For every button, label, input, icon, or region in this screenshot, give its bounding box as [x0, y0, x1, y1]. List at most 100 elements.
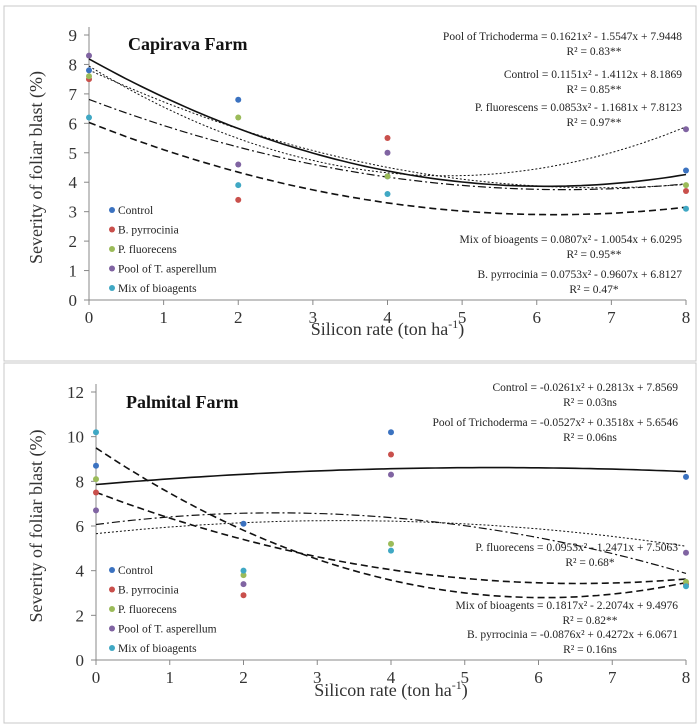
legend-label: Pool of T. asperellum — [118, 624, 217, 636]
data-point — [388, 540, 394, 547]
legend-marker — [109, 226, 115, 233]
trendline-4 — [95, 512, 687, 574]
trendline-2 — [95, 491, 687, 585]
x-tick-label: 4 — [383, 308, 392, 327]
y-tick-label: 3 — [69, 203, 78, 222]
legend-label: Pool of T. asperellum — [118, 264, 217, 276]
chart-panel-0: 0 1 2 3 4 5 6 7 8 0 1 2 3 4 5 6 7 8 9 Severity of foliar bl… — [3, 5, 697, 362]
y-tick-label: 4 — [76, 562, 85, 581]
data-point — [235, 161, 242, 168]
y-tick-label: 2 — [76, 606, 85, 625]
trend-r-squared: R² = 0.85** — [567, 84, 622, 96]
legend-label: B. pyrrocinia — [118, 585, 179, 597]
legend-label: P. fluorecens — [118, 244, 177, 256]
x-tick-label: 2 — [239, 668, 248, 687]
legend-label: Mix of bioagents — [118, 643, 197, 655]
legend-marker — [109, 265, 115, 272]
x-tick-label: 0 — [92, 668, 101, 687]
x-axis-label-sup: -1 — [452, 678, 462, 692]
data-point — [235, 196, 242, 203]
x-tick-label: 1 — [166, 668, 175, 687]
data-point — [240, 572, 247, 579]
trend-equation: B. pyrrocinia = 0.0753x² - 0.9607x + 6.8… — [477, 269, 682, 281]
chart-title: Capirava Farm — [128, 34, 247, 54]
trend-equation: B. pyrrocinia = -0.0876x² + 0.4272x + 6.… — [467, 629, 678, 641]
panel-frame — [3, 362, 697, 724]
data-point — [388, 451, 394, 458]
data-point — [235, 182, 242, 189]
data-point — [86, 52, 92, 59]
data-point — [683, 578, 689, 585]
data-point — [86, 114, 92, 121]
data-point — [93, 476, 99, 483]
legend-marker — [109, 606, 115, 612]
y-tick-label: 5 — [69, 144, 78, 163]
y-tick-label: 9 — [69, 26, 78, 45]
y-tick-label: 6 — [69, 114, 78, 133]
legend-marker — [109, 207, 115, 213]
data-point — [384, 149, 391, 156]
y-tick-label: 12 — [67, 383, 84, 402]
data-point — [93, 462, 99, 469]
data-point — [384, 191, 391, 197]
x-tick-label: 1 — [159, 308, 168, 327]
x-axis-label-main: Silicon rate (ton ha — [311, 319, 448, 340]
y-tick-label: 0 — [76, 651, 85, 670]
data-point — [384, 135, 391, 142]
trend-equation: Control = 0.1151x² - 1.4112x + 8.1869 — [504, 69, 682, 81]
trend-r-squared: R² = 0.03ns — [563, 397, 617, 409]
data-point — [388, 471, 394, 478]
y-tick-label: 8 — [76, 472, 85, 491]
trend-r-squared: R² = 0.83** — [567, 46, 622, 58]
trendline-1 — [88, 58, 687, 188]
x-axis-label: Silicon rate (ton ha-1) — [314, 678, 467, 701]
trendline-0 — [88, 65, 687, 177]
legend-marker — [109, 567, 115, 573]
trendline-0 — [95, 466, 687, 486]
x-axis-label: Silicon rate (ton ha-1) — [311, 317, 464, 340]
x-tick-label: 5 — [458, 308, 467, 327]
x-tick-label: 7 — [608, 668, 617, 687]
trend-r-squared: R² = 0.16ns — [563, 644, 617, 656]
x-tick-label: 6 — [533, 308, 542, 327]
x-axis-label-sup: -1 — [448, 317, 458, 331]
legend-label: Control — [118, 565, 153, 577]
x-tick-label: 3 — [309, 308, 318, 327]
data-point — [683, 188, 689, 195]
x-tick-label: 8 — [682, 668, 691, 687]
data-point — [683, 549, 689, 556]
trend-r-squared: R² = 0.95** — [567, 249, 622, 261]
trend-equation: P. fluorecens = 0.0953x² - 1.2471x + 7.5… — [475, 542, 678, 554]
x-tick-label: 8 — [682, 308, 691, 327]
data-point — [683, 182, 689, 189]
trend-equation: Mix of bioagents = 0.0807x² - 1.0054x + … — [460, 234, 683, 246]
x-tick-label: 7 — [607, 308, 616, 327]
data-point — [240, 567, 247, 574]
x-axis-label-tail: ) — [462, 680, 468, 701]
data-point — [683, 126, 689, 133]
y-tick-label: 1 — [69, 262, 78, 281]
x-axis-label-tail: ) — [458, 319, 464, 340]
y-tick-label: 0 — [69, 291, 78, 310]
legend-label: Mix of bioagents — [118, 283, 197, 295]
x-tick-label: 6 — [534, 668, 543, 687]
y-tick-label: 8 — [69, 55, 78, 74]
data-point — [240, 581, 247, 588]
legend-label: Control — [118, 205, 153, 217]
y-tick-label: 2 — [69, 232, 78, 251]
trend-equation: Pool of Trichoderma = 0.1621x² - 1.5547x… — [443, 31, 682, 43]
legend-label: P. fluorecens — [118, 604, 177, 616]
trendline-3 — [95, 447, 687, 599]
legend-marker — [109, 285, 115, 291]
data-point — [683, 583, 689, 590]
panel-frame — [3, 5, 697, 362]
data-point — [240, 520, 247, 527]
data-point — [235, 96, 242, 103]
trend-r-squared: R² = 0.06ns — [563, 432, 617, 444]
x-tick-label: 0 — [85, 308, 94, 327]
trend-equation: Mix of bioagents = 0.1817x² - 2.2074x + … — [456, 600, 679, 612]
legend-marker — [109, 645, 115, 651]
x-tick-label: 5 — [461, 668, 470, 687]
data-point — [384, 173, 391, 180]
